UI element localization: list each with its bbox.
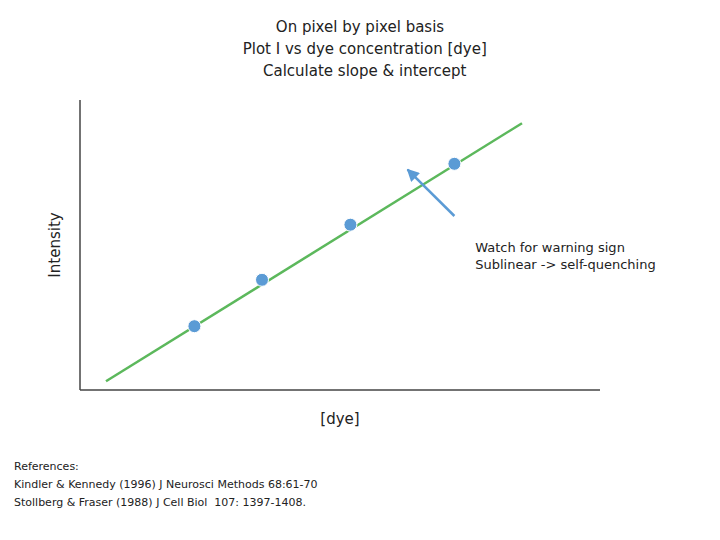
scatter-point (344, 218, 357, 231)
annotation-arrow (408, 170, 455, 216)
fit-line (106, 123, 522, 381)
y-axis (79, 100, 81, 390)
scatter-point (188, 320, 201, 333)
scatter-point (256, 273, 269, 286)
x-axis (80, 389, 600, 391)
y-axis-label: Intensity (46, 212, 64, 277)
chart: On pixel by pixel basis Plot I vs dye co… (0, 0, 720, 540)
title: On pixel by pixel basis Plot I vs dye co… (233, 18, 487, 80)
scatter-point (448, 157, 461, 170)
plot-area (106, 123, 522, 381)
x-axis-label: [dye] (320, 410, 359, 428)
annotation: Watch for warning signSublinear -> self-… (475, 240, 656, 272)
footnote: References:Kindler & Kennedy (1996) J Ne… (14, 460, 318, 509)
